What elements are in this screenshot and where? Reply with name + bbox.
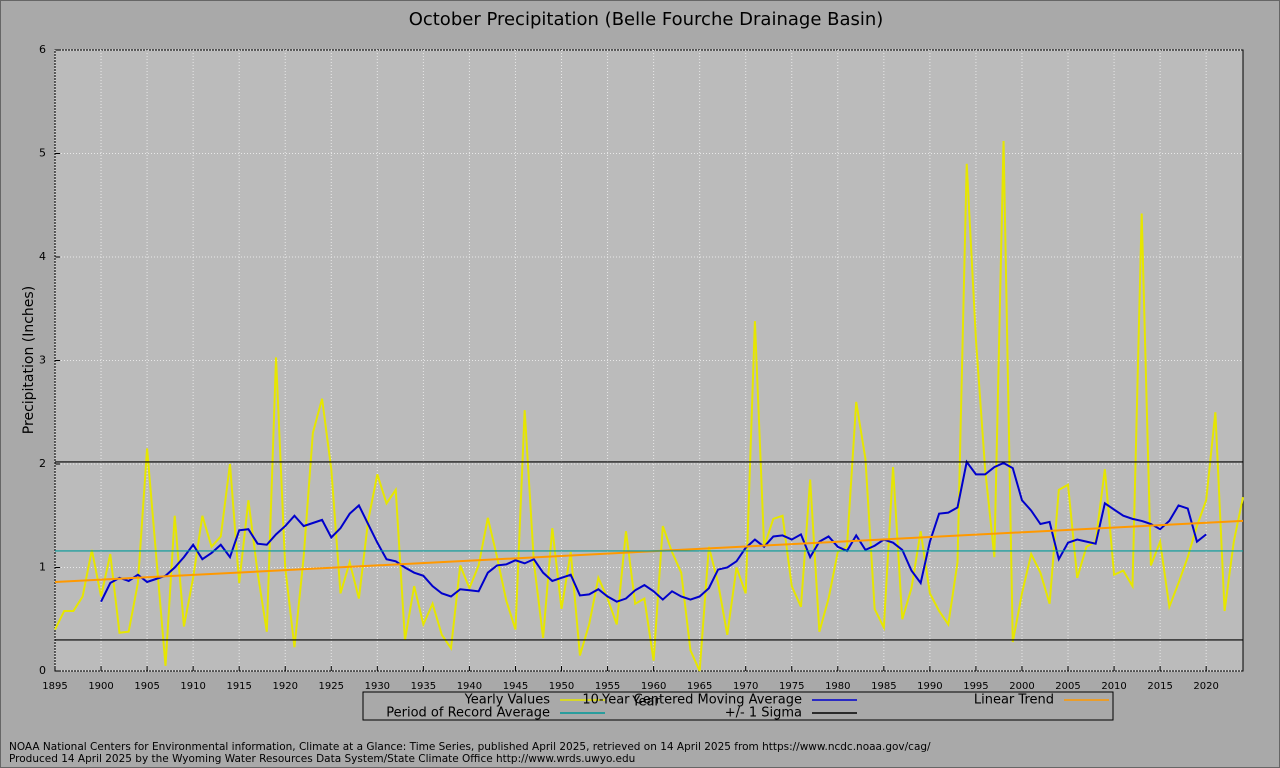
y-tick-label: 1 — [39, 561, 46, 574]
legend-box — [362, 691, 1114, 721]
x-tick-label: 1960 — [641, 681, 666, 692]
x-tick-label: 1975 — [779, 681, 804, 692]
x-axis-label: Year — [631, 695, 660, 710]
x-tick-label: 1915 — [226, 681, 251, 692]
y-tick-label: 4 — [39, 250, 46, 263]
x-tick-label: 1985 — [871, 681, 896, 692]
y-tick-label: 2 — [39, 457, 46, 470]
x-tick-label: 2000 — [1009, 681, 1034, 692]
x-tick-label: 1965 — [687, 681, 712, 692]
x-tick-label: 2005 — [1055, 681, 1080, 692]
x-tick-label: 2020 — [1193, 681, 1218, 692]
y-tick-label: 6 — [39, 43, 46, 56]
x-tick-label: 1925 — [319, 681, 344, 692]
legend-label: Period of Record Average — [386, 706, 550, 721]
x-tick-label: 2015 — [1147, 681, 1172, 692]
y-tick-label: 5 — [39, 147, 46, 160]
x-tick-label: 1895 — [42, 681, 67, 692]
x-tick-label: 1930 — [365, 681, 390, 692]
legend-label: +/- 1 Sigma — [725, 706, 802, 721]
x-tick-label: 1920 — [273, 681, 298, 692]
y-axis-label: Precipitation (Inches) — [21, 286, 37, 434]
x-tick-label: 1905 — [134, 681, 159, 692]
note: Produced 14 April 2025 by the Wyoming Wa… — [9, 753, 635, 765]
note: NOAA National Centers for Environmental … — [9, 741, 931, 753]
x-tick-label: 1900 — [88, 681, 113, 692]
x-tick-label: 1935 — [411, 681, 436, 692]
x-tick-label: 1995 — [963, 681, 988, 692]
x-tick-label: 1950 — [549, 681, 574, 692]
x-tick-label: 1910 — [180, 681, 205, 692]
x-tick-label: 1940 — [457, 681, 482, 692]
y-tick-label: 3 — [39, 354, 46, 367]
x-tick-label: 1945 — [503, 681, 528, 692]
chart-title: October Precipitation (Belle Fourche Dra… — [409, 9, 884, 30]
x-tick-label: 1970 — [733, 681, 758, 692]
x-tick-label: 1980 — [825, 681, 850, 692]
y-tick-label: 0 — [39, 664, 46, 677]
x-tick-label: 2010 — [1101, 681, 1126, 692]
x-tick-label: 1990 — [917, 681, 942, 692]
x-tick-label: 1955 — [595, 681, 620, 692]
legend-label: Yearly Values — [464, 693, 551, 708]
legend-label: 10-Year Centered Moving Average — [582, 693, 802, 708]
series-line — [100, 459, 1207, 603]
legend-label: Linear Trend — [974, 693, 1054, 708]
